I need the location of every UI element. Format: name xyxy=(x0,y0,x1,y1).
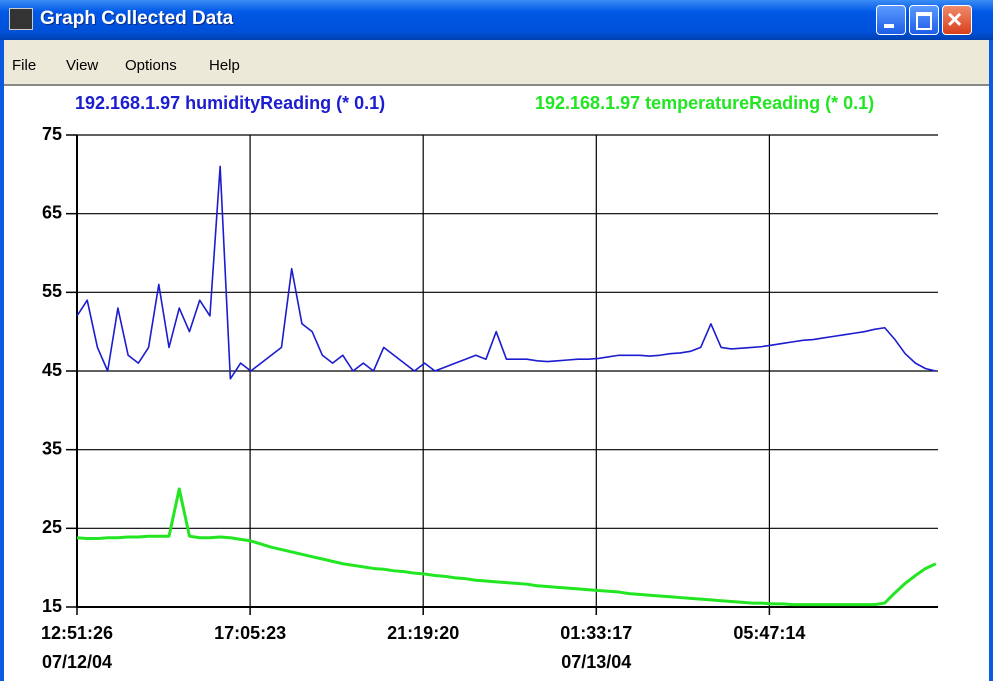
menu-item[interactable]: View xyxy=(66,57,99,74)
title-bar: Graph Collected Data × xyxy=(0,0,993,40)
y-tick-label: 35 xyxy=(42,438,62,458)
x-tick-date: 07/12/04 xyxy=(42,652,112,672)
maximize-button[interactable] xyxy=(909,5,939,35)
data-line xyxy=(76,487,937,607)
legend-entry: 192.168.1.97 humidityReading (* 0.1) xyxy=(75,93,385,113)
menu-item[interactable]: Options xyxy=(125,57,177,74)
y-tick-label: 65 xyxy=(42,202,62,222)
app-icon xyxy=(9,8,33,30)
y-tick-label: 45 xyxy=(42,360,62,380)
menu-item[interactable]: Help xyxy=(209,57,240,74)
y-tick-label: 25 xyxy=(42,517,62,537)
y-tick-label: 15 xyxy=(42,596,62,616)
x-tick-label: 21:19:20 xyxy=(387,623,459,643)
data-line xyxy=(76,165,937,380)
x-tick-label: 12:51:26 xyxy=(41,623,113,643)
x-tick-label: 05:47:14 xyxy=(733,623,805,643)
window-title: Graph Collected Data xyxy=(40,8,234,29)
x-tick-date: 07/13/04 xyxy=(561,652,631,672)
close-button[interactable]: × xyxy=(942,4,972,35)
x-tick-label: 17:05:23 xyxy=(214,623,286,643)
menu-bar: File View Options Help xyxy=(4,40,989,84)
x-tick-label: 01:33:17 xyxy=(560,623,632,643)
legend-entry: 192.168.1.97 temperatureReading (* 0.1) xyxy=(535,93,874,113)
menu-item[interactable]: File xyxy=(12,57,37,74)
y-tick-label: 75 xyxy=(42,124,62,144)
minimize-button[interactable] xyxy=(876,5,906,35)
y-tick-label: 55 xyxy=(42,281,62,301)
